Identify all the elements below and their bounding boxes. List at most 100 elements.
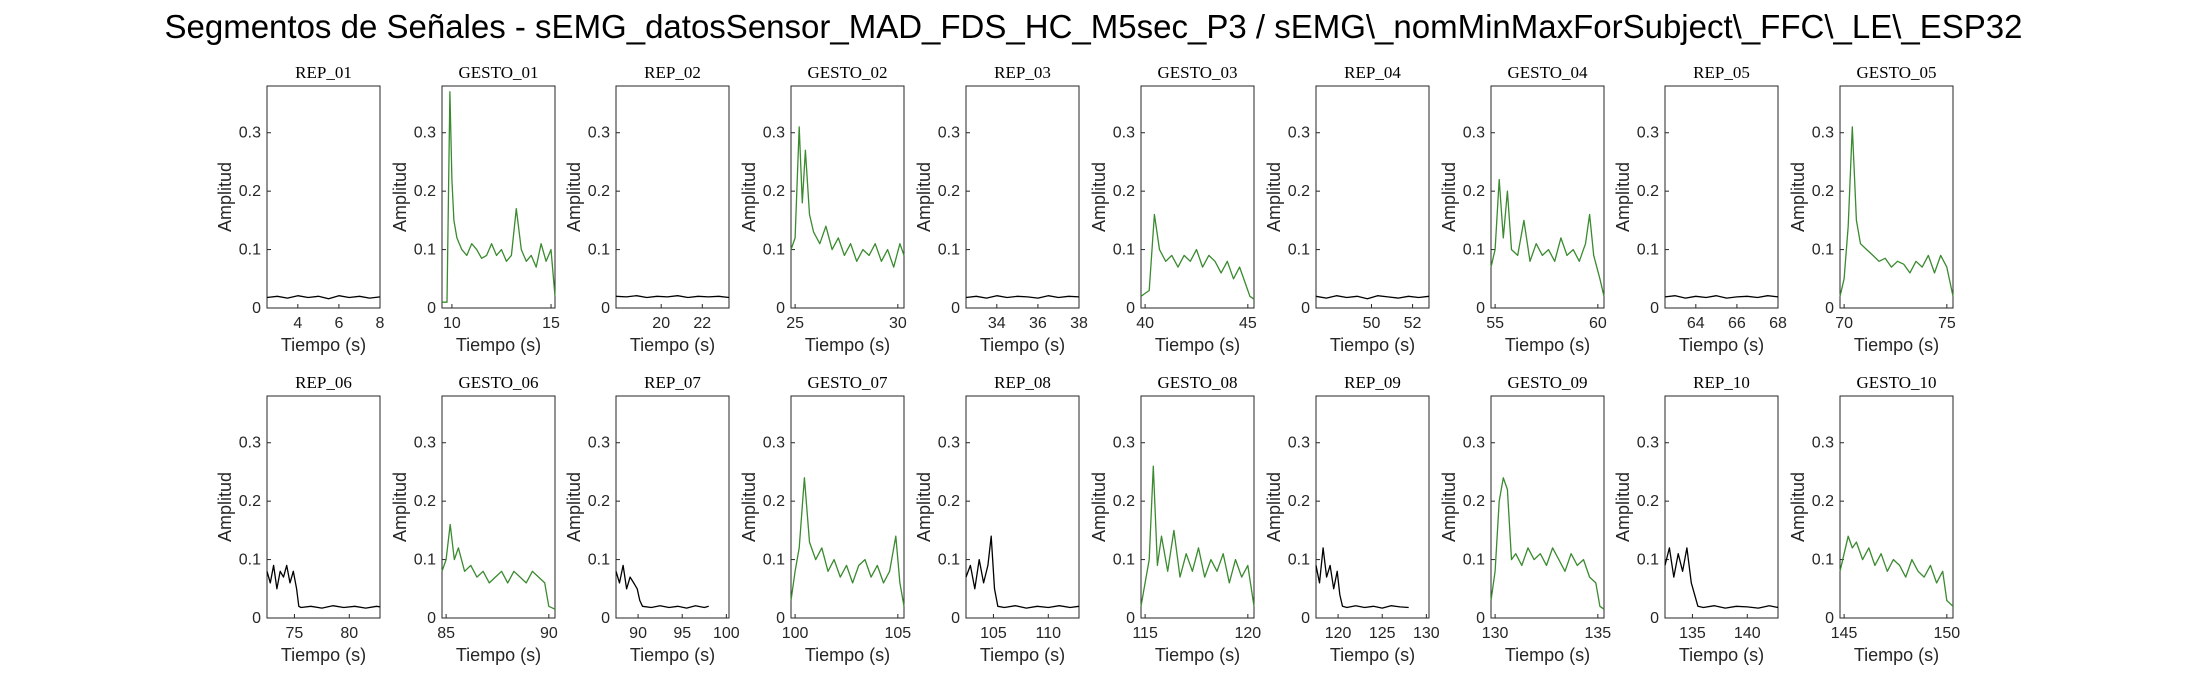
y-tick-label: 0.1 <box>1463 242 1485 259</box>
y-tick-label: 0.2 <box>938 493 960 510</box>
y-tick-label: 0.3 <box>1113 435 1135 452</box>
signal-line <box>1490 178 1605 297</box>
x-axis-label: Tiempo (s) <box>1155 645 1240 665</box>
y-tick-label: 0.3 <box>938 125 960 142</box>
x-tick-label: 80 <box>340 625 358 642</box>
x-tick-label: 75 <box>1938 315 1956 332</box>
y-tick-label: 0 <box>951 300 960 317</box>
y-tick-label: 0.3 <box>588 125 610 142</box>
signal-line <box>1664 547 1779 609</box>
x-tick-label: 36 <box>1029 315 1047 332</box>
x-axis-label: Tiempo (s) <box>281 645 366 665</box>
y-tick-label: 0 <box>1126 610 1135 627</box>
x-tick-label: 100 <box>713 625 740 642</box>
signal-line <box>1315 547 1409 609</box>
subplot: GESTO_10 0 0.1 0.2 0.3 145 150 Tiempo (s) Amplit… <box>1788 373 1960 665</box>
y-tick-label: 0.3 <box>1113 125 1135 142</box>
signal-line <box>441 523 556 610</box>
subplot: REP_03 0 0.1 0.2 0.3 34 36 38 Tiempo (s) Amplitud <box>914 63 1088 355</box>
x-tick-label: 90 <box>629 625 647 642</box>
y-tick-label: 0.3 <box>1463 435 1485 452</box>
y-tick-label: 0.2 <box>414 183 436 200</box>
x-tick-label: 95 <box>673 625 691 642</box>
y-tick-label: 0.1 <box>588 552 610 569</box>
x-tick-label: 50 <box>1363 315 1381 332</box>
subplot-title: GESTO_04 <box>1508 63 1588 82</box>
subplot: GESTO_08 0 0.1 0.2 0.3 115 120 Tiempo (s) Amplit… <box>1089 373 1261 665</box>
subplot-title: REP_06 <box>295 373 352 392</box>
y-axis-label: Amplitud <box>1264 472 1284 542</box>
y-axis-label: Amplitud <box>564 472 584 542</box>
signal-line <box>266 295 381 300</box>
subplot-title: REP_08 <box>994 373 1051 392</box>
y-tick-label: 0.1 <box>1288 242 1310 259</box>
y-tick-label: 0.3 <box>414 435 436 452</box>
y-tick-label: 0.2 <box>1113 493 1135 510</box>
y-tick-label: 0.1 <box>1463 552 1485 569</box>
subplot-title: GESTO_06 <box>459 373 539 392</box>
y-tick-label: 0 <box>1476 300 1485 317</box>
y-tick-label: 0 <box>776 300 785 317</box>
y-tick-label: 0 <box>1126 300 1135 317</box>
plot-frame <box>1839 85 1954 309</box>
plot-frame <box>790 395 905 619</box>
y-tick-label: 0 <box>1301 300 1310 317</box>
plot-frame <box>1664 395 1779 619</box>
x-tick-label: 34 <box>988 315 1006 332</box>
plot-frame <box>441 395 556 619</box>
x-axis-label: Tiempo (s) <box>1679 335 1764 355</box>
y-tick-label: 0.1 <box>938 242 960 259</box>
x-tick-label: 64 <box>1687 315 1705 332</box>
y-axis-label: Amplitud <box>215 162 235 232</box>
y-tick-label: 0.3 <box>239 435 261 452</box>
y-tick-label: 0 <box>427 610 436 627</box>
subplot: GESTO_04 0 0.1 0.2 0.3 55 60 Tiempo (s) Amplitud <box>1439 63 1607 355</box>
y-tick-label: 0.1 <box>763 552 785 569</box>
plot-frame <box>965 85 1080 309</box>
y-axis-label: Amplitud <box>390 472 410 542</box>
x-tick-label: 135 <box>1584 625 1611 642</box>
plot-frame <box>1140 395 1255 619</box>
x-tick-label: 105 <box>884 625 911 642</box>
x-axis-label: Tiempo (s) <box>805 645 890 665</box>
y-tick-label: 0.2 <box>1637 493 1659 510</box>
subplot-title: REP_03 <box>994 63 1051 82</box>
x-tick-label: 55 <box>1486 315 1504 332</box>
y-tick-label: 0.2 <box>763 493 785 510</box>
y-tick-label: 0.3 <box>1637 435 1659 452</box>
x-tick-label: 66 <box>1728 315 1746 332</box>
y-tick-label: 0.1 <box>1812 242 1834 259</box>
y-tick-label: 0.3 <box>1288 435 1310 452</box>
y-tick-label: 0.3 <box>938 435 960 452</box>
plot-frame <box>1664 85 1779 309</box>
y-tick-label: 0.2 <box>1463 183 1485 200</box>
subplot: REP_06 0 0.1 0.2 0.3 75 80 Tiempo (s) Amplitud <box>215 373 381 665</box>
subplot-title: REP_10 <box>1693 373 1750 392</box>
plot-frame <box>615 85 730 309</box>
plot-frame <box>790 85 905 309</box>
y-tick-label: 0.2 <box>1113 183 1135 200</box>
y-tick-label: 0.2 <box>1463 493 1485 510</box>
x-axis-label: Tiempo (s) <box>456 335 541 355</box>
x-tick-label: 115 <box>1132 625 1158 642</box>
y-tick-label: 0 <box>1825 610 1834 627</box>
y-tick-label: 0.3 <box>1288 125 1310 142</box>
subplot: GESTO_09 0 0.1 0.2 0.3 130 135 Tiempo (s) Amplit… <box>1439 373 1611 665</box>
y-tick-label: 0 <box>601 610 610 627</box>
x-axis-label: Tiempo (s) <box>630 645 715 665</box>
x-tick-label: 140 <box>1734 625 1761 642</box>
x-tick-label: 70 <box>1835 315 1853 332</box>
x-tick-label: 4 <box>293 315 302 332</box>
x-axis-label: Tiempo (s) <box>630 335 715 355</box>
subplot: GESTO_03 0 0.1 0.2 0.3 40 45 Tiempo (s) Amplitud <box>1089 63 1257 355</box>
signal-line <box>790 477 905 607</box>
x-axis-label: Tiempo (s) <box>1679 645 1764 665</box>
plot-frame <box>965 395 1080 619</box>
y-tick-label: 0.1 <box>414 552 436 569</box>
y-tick-label: 0.1 <box>938 552 960 569</box>
signal-line <box>1140 465 1255 607</box>
x-tick-label: 150 <box>1933 625 1960 642</box>
x-tick-label: 8 <box>376 315 385 332</box>
y-tick-label: 0.2 <box>1812 493 1834 510</box>
